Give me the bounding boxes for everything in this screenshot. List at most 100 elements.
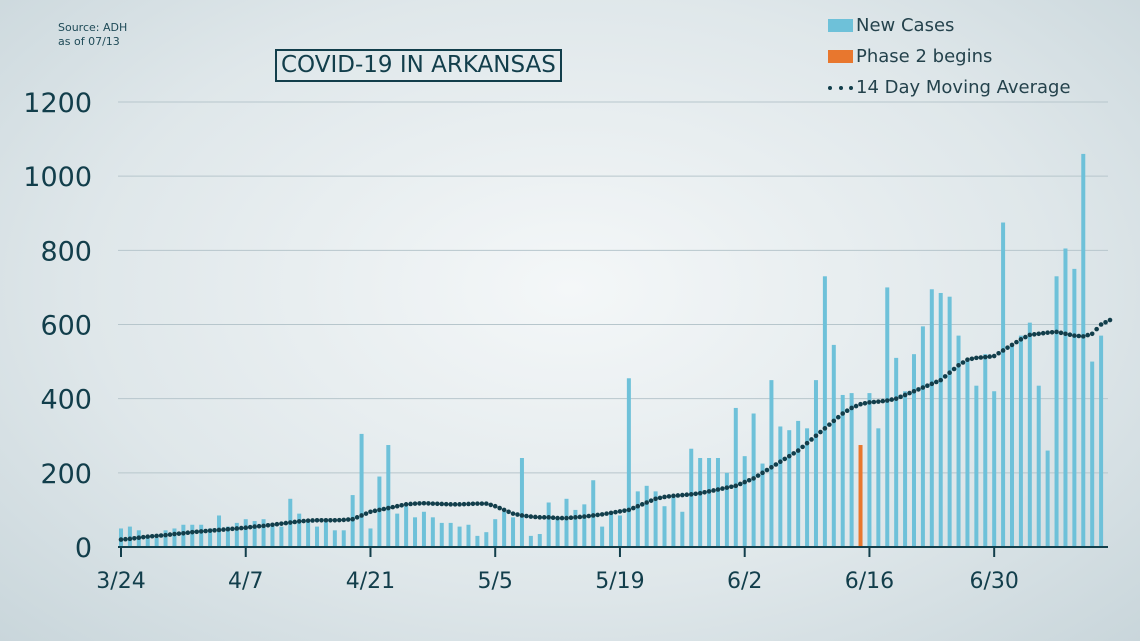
case-bar — [1036, 385, 1041, 547]
legend-label-moving-average: 14 Day Moving Average — [856, 77, 1071, 98]
case-bar — [947, 296, 952, 547]
case-bar — [742, 456, 747, 547]
case-bar — [537, 534, 542, 547]
moving-average-point — [880, 398, 886, 404]
moving-average-point — [279, 521, 284, 526]
case-bar — [163, 530, 168, 547]
case-bar — [1018, 335, 1023, 547]
x-tick-label: 4/7 — [228, 569, 263, 594]
moving-average-point — [898, 394, 903, 400]
moving-average-point — [751, 476, 756, 481]
moving-average-point — [185, 530, 191, 536]
case-bar — [448, 522, 453, 547]
moving-average-point — [920, 385, 926, 390]
x-tick-label: 3/24 — [96, 569, 145, 594]
moving-average-point — [791, 451, 797, 456]
moving-average-point — [889, 397, 895, 402]
moving-average-point — [755, 473, 761, 478]
moving-average-point — [818, 429, 823, 435]
case-bar — [297, 513, 302, 547]
case-bar — [733, 407, 738, 547]
moving-average-point — [390, 504, 396, 510]
moving-average-point — [938, 377, 944, 383]
moving-average-point — [853, 403, 859, 409]
moving-average-point — [974, 355, 979, 361]
moving-average-point — [1089, 331, 1095, 337]
moving-average-point — [1014, 339, 1019, 345]
moving-average-point — [154, 533, 159, 539]
moving-average-point — [782, 456, 788, 462]
source-note: Source: ADH as of 07/13 — [58, 21, 127, 49]
case-bar — [787, 430, 792, 547]
moving-average-point — [230, 526, 235, 532]
moving-average-point — [1000, 348, 1006, 353]
case-bar — [243, 519, 248, 547]
case-bar — [511, 517, 516, 547]
moving-average-point — [172, 531, 177, 537]
moving-average-point — [1085, 332, 1091, 338]
case-bar — [724, 472, 729, 547]
case-bar — [671, 495, 676, 547]
moving-average-point — [666, 494, 672, 499]
moving-average-point — [911, 388, 917, 394]
moving-average-point — [408, 501, 413, 507]
case-bar — [564, 498, 569, 547]
case-bar — [421, 511, 426, 547]
moving-average-point — [386, 505, 391, 511]
moving-average-point — [394, 503, 400, 509]
case-bar — [885, 287, 890, 547]
case-bar — [715, 458, 720, 547]
moving-average-point — [568, 515, 574, 521]
moving-average-point — [613, 509, 618, 515]
moving-average-point — [145, 534, 151, 539]
moving-average-point — [795, 448, 801, 453]
moving-average-point — [884, 398, 890, 403]
case-bar — [849, 393, 854, 547]
moving-average-point — [234, 526, 240, 531]
moving-average-point — [1045, 330, 1050, 335]
moving-average-point — [181, 530, 186, 536]
x-tick-label: 4/21 — [346, 569, 395, 594]
moving-average-point — [189, 529, 195, 535]
moving-average-point — [1040, 330, 1046, 336]
moving-average-point — [417, 501, 422, 506]
y-tick-label: 200 — [40, 459, 92, 490]
moving-average-point — [925, 383, 930, 388]
case-bar — [760, 463, 765, 547]
moving-average-point — [942, 374, 948, 379]
moving-average-point — [439, 501, 445, 507]
moving-average-point — [1049, 329, 1055, 335]
moving-average-point — [332, 518, 338, 523]
moving-average-point — [341, 517, 347, 523]
moving-average-point — [537, 515, 543, 520]
moving-average-point — [978, 355, 984, 360]
case-bar — [600, 526, 605, 547]
moving-average-point — [835, 414, 841, 420]
moving-average-point — [849, 405, 854, 411]
case-bar — [840, 394, 845, 547]
moving-average-point — [1023, 334, 1028, 340]
case-bar — [1081, 153, 1086, 547]
case-bar — [778, 426, 783, 547]
moving-average-point — [470, 501, 476, 507]
moving-average-point — [1009, 342, 1015, 348]
moving-average-point — [466, 501, 471, 507]
moving-average-point — [484, 501, 489, 506]
moving-average-point — [595, 512, 600, 518]
case-bar — [1054, 276, 1059, 547]
moving-average-point — [426, 501, 431, 506]
y-tick-label: 600 — [40, 311, 92, 342]
moving-average-point — [1027, 332, 1033, 338]
case-bar — [386, 445, 391, 547]
moving-average-point — [956, 362, 961, 368]
legend-label-new-cases: New Cases — [856, 15, 955, 36]
moving-average-point — [533, 514, 538, 520]
case-bar — [1010, 344, 1014, 547]
moving-average-point — [1103, 319, 1108, 325]
x-tick-label: 6/2 — [727, 569, 762, 594]
moving-average-point — [163, 532, 168, 538]
moving-average-point — [399, 502, 404, 508]
case-bar — [225, 526, 230, 547]
moving-average-point — [693, 491, 698, 497]
moving-average-point — [573, 515, 578, 520]
